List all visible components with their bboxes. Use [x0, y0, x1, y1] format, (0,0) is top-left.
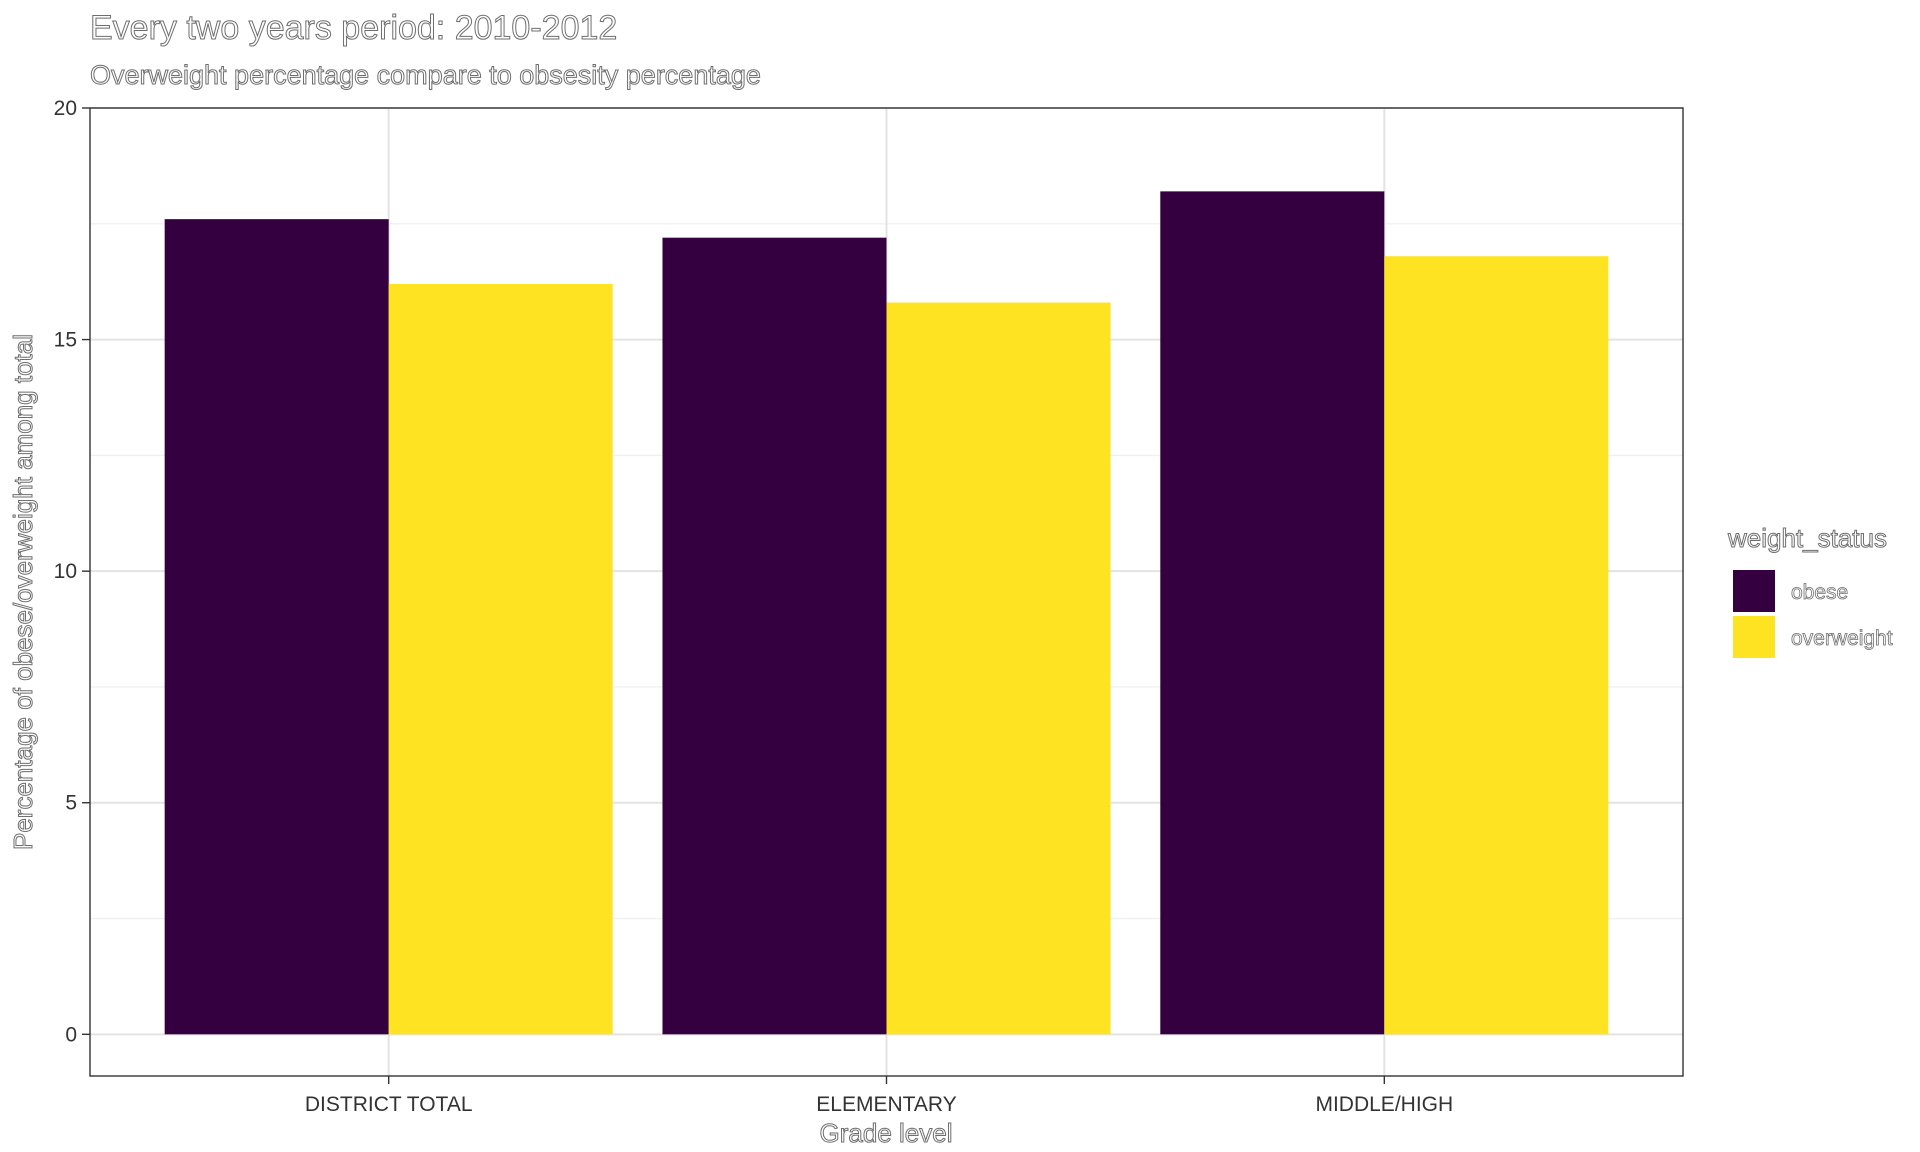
y-tick-label: 10	[54, 560, 77, 583]
bar-overweight-1	[388, 284, 613, 1035]
y-axis: 0 5 10 15 20	[54, 97, 90, 1046]
legend-key-overweight	[1733, 616, 1775, 658]
bar-overweight-3	[1384, 256, 1609, 1035]
chart-title: Every two years period: 2010-2012	[90, 9, 617, 47]
x-tick-label: MIDDLE/HIGH	[1315, 1093, 1453, 1116]
legend: weight_status obese overweight	[1727, 523, 1893, 658]
y-tick-label: 15	[54, 329, 77, 352]
y-tick-label: 0	[65, 1023, 77, 1046]
x-axis-title: Grade level	[820, 1118, 953, 1148]
bar-obese-2	[662, 237, 887, 1035]
y-tick-label: 5	[65, 792, 77, 815]
bar-obese-1	[164, 219, 389, 1035]
x-axis: DISTRICT TOTAL ELEMENTARY MIDDLE/HIGH	[305, 1076, 1453, 1116]
legend-title: weight_status	[1727, 523, 1887, 553]
bars	[164, 191, 1609, 1035]
bar-obese-3	[1160, 191, 1385, 1035]
legend-key-obese	[1733, 570, 1775, 612]
x-tick-label: DISTRICT TOTAL	[305, 1093, 473, 1116]
legend-label-obese: obese	[1791, 581, 1848, 604]
y-tick-label: 20	[54, 97, 77, 120]
chart-subtitle: Overweight percentage compare to obsesit…	[90, 60, 761, 90]
y-axis-title: Percentage of obese/overweight among tot…	[8, 334, 38, 850]
x-tick-label: ELEMENTARY	[816, 1093, 956, 1116]
legend-label-overweight: overweight	[1791, 627, 1893, 650]
bar-overweight-2	[886, 302, 1111, 1035]
